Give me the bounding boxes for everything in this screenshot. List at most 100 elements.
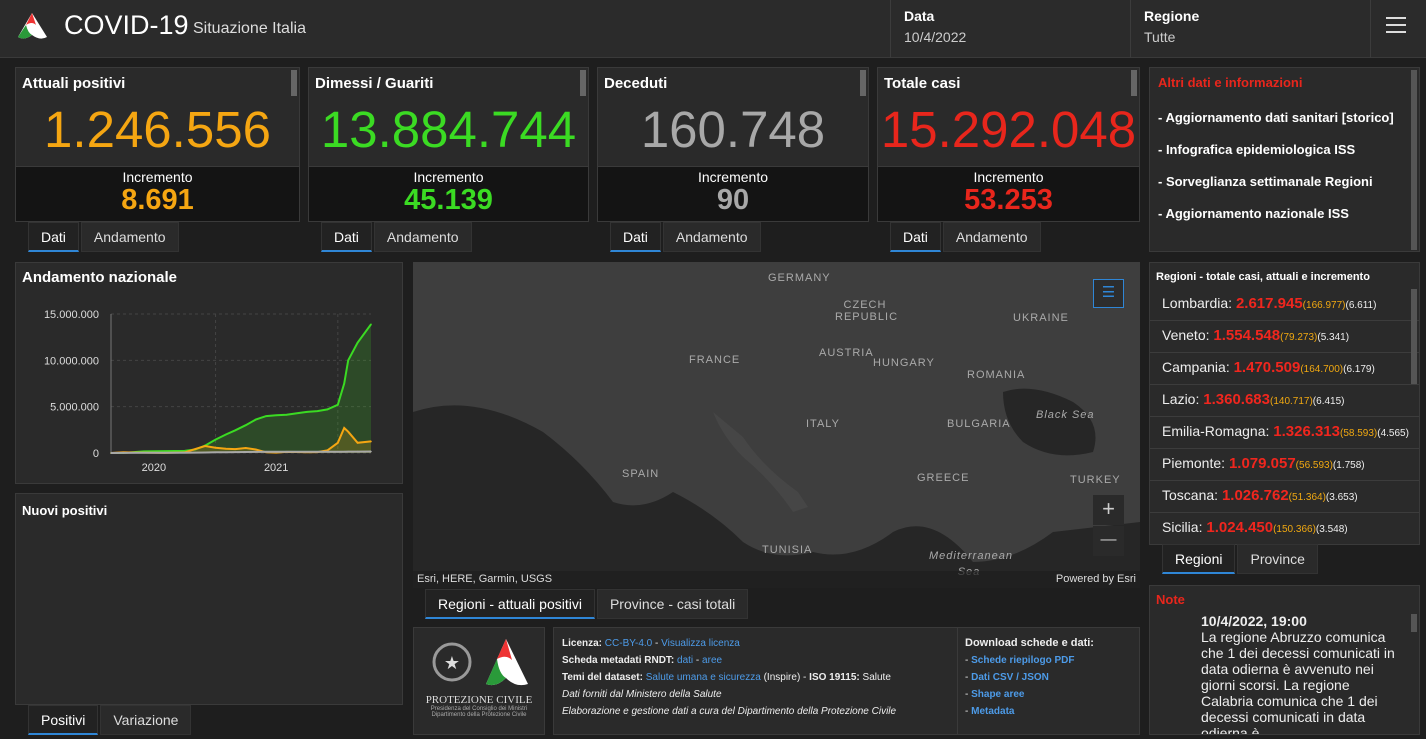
download-csv-link[interactable]: Dati CSV / JSON (971, 672, 1049, 683)
increment-value: 53.253 (964, 184, 1053, 216)
region-name: Piemonte: (1162, 455, 1226, 471)
region-row[interactable]: Lombardia: 2.617.945(166.977)(6.611) (1150, 289, 1419, 321)
map-label: BULGARIA (947, 418, 1011, 430)
tab-regioni[interactable]: Regioni (1162, 544, 1236, 574)
scrollbar[interactable] (860, 70, 866, 96)
tab-andamento[interactable]: Andamento (80, 222, 179, 252)
y-tick-label: 5.000.000 (50, 402, 99, 414)
rndt-dati-link[interactable]: dati (677, 655, 694, 666)
region-row[interactable]: Toscana: 1.026.762(51.364)(3.653) (1150, 481, 1419, 513)
emblem-and-logo-icon: ★ (432, 639, 528, 686)
region-row[interactable]: Emilia-Romagna: 1.326.313(58.593)(4.565) (1150, 417, 1419, 449)
zoom-in-button[interactable]: + (1093, 495, 1124, 525)
region-total: 1.026.762 (1221, 487, 1289, 504)
data-point (337, 404, 339, 406)
temi-link[interactable]: Salute umana e sicurezza (645, 672, 761, 683)
divider (1370, 0, 1371, 58)
map[interactable]: GERMANY CZECH REPUBLIC UKRAINE FRANCE AU… (413, 262, 1140, 588)
download-shape-link[interactable]: Shape aree (971, 689, 1025, 700)
info-link-storico[interactable]: - Aggiornamento dati sanitari [storico] (1158, 110, 1394, 125)
increment-label: Incremento (122, 169, 193, 185)
zoom-out-button[interactable]: — (1093, 526, 1124, 556)
map-label: CZECH REPUBLIC (835, 299, 899, 323)
tab-province-casi[interactable]: Province - casi totali (596, 589, 749, 619)
scrollbar[interactable] (1411, 289, 1417, 384)
region-increment: (3.653) (1325, 492, 1358, 503)
logo-sub1: Presidenza del Consiglio dei Ministri (430, 706, 528, 712)
tab-andamento[interactable]: Andamento (373, 222, 472, 252)
region-name: Emilia-Romagna: (1162, 423, 1270, 439)
header: COVID-19 Situazione Italia Data 10/4/202… (0, 0, 1426, 58)
map-label: ITALY (806, 418, 840, 430)
rndt-aree-link[interactable]: aree (702, 655, 723, 666)
x-tick-label: 2021 (264, 462, 288, 474)
scrollbar[interactable] (1131, 70, 1137, 96)
tab-variazione[interactable]: Variazione (100, 705, 192, 735)
tab-province[interactable]: Province (1237, 544, 1318, 574)
card-tabs: Dati Andamento (890, 222, 1041, 252)
region-total: 1.554.548 (1213, 327, 1281, 344)
scrollbar[interactable] (1411, 614, 1417, 632)
tab-regioni-attuali[interactable]: Regioni - attuali positivi (425, 589, 595, 619)
download-metadata-link[interactable]: Metadata (971, 706, 1015, 717)
data-point (225, 433, 227, 436)
scrollbar[interactable] (580, 70, 586, 96)
region-row[interactable]: Sicilia: 1.024.450(150.366)(3.548) (1150, 513, 1419, 544)
x-tick-label: 2020 (142, 462, 166, 474)
region-row[interactable]: Campania: 1.470.509(164.700)(6.179) (1150, 353, 1419, 385)
info-link-iss[interactable]: - Aggiornamento nazionale ISS (1158, 206, 1349, 221)
map-label: SPAIN (622, 468, 660, 480)
tab-dati[interactable]: Dati (890, 222, 941, 252)
data-point (306, 450, 308, 453)
date-selector[interactable]: Data 10/4/2022 (904, 8, 966, 45)
data-point (296, 450, 298, 453)
scrollbar[interactable] (1411, 70, 1417, 250)
increment-value: 45.139 (404, 184, 493, 216)
map-label: Black Sea (1036, 409, 1095, 421)
region-attuali: (51.364) (1288, 492, 1326, 503)
hamburger-menu-icon[interactable] (1386, 17, 1406, 35)
powered-by-esri[interactable]: Powered by Esri (1055, 573, 1136, 585)
license-link[interactable]: CC-BY-4.0 (604, 638, 653, 649)
data-point (343, 382, 345, 385)
tab-andamento[interactable]: Andamento (942, 222, 1041, 252)
region-name: Sicilia: (1162, 519, 1203, 535)
data-point (204, 445, 206, 447)
data-point (143, 451, 145, 454)
map-label: HUNGARY (873, 357, 935, 369)
app-title: COVID-19 (64, 10, 189, 40)
iso-value: Salute (862, 672, 891, 683)
scrollbar[interactable] (291, 70, 297, 96)
region-row[interactable]: Veneto: 1.554.548(79.273)(5.341) (1150, 321, 1419, 353)
protezione-civile-logo-icon (18, 13, 47, 39)
region-total: 1.470.509 (1233, 359, 1301, 376)
tab-positivi[interactable]: Positivi (28, 705, 99, 735)
info-link-infografica[interactable]: - Infografica epidemiologica ISS (1158, 142, 1356, 157)
footer-info: Licenza: CC-BY-4.0 - Visualizza licenza … (553, 627, 1140, 735)
region-row[interactable]: Lazio: 1.360.683(140.717)(6.415) (1150, 385, 1419, 417)
card-tabs: Dati Andamento (610, 222, 761, 252)
increment-label: Incremento (697, 169, 769, 185)
tab-dati[interactable]: Dati (321, 222, 372, 252)
region-increment: (6.179) (1343, 364, 1375, 375)
data-point (347, 359, 350, 362)
info-link-sorveglianza[interactable]: - Sorveglianza settimanale Regioni (1158, 174, 1373, 189)
region-label: Regione (1144, 8, 1200, 24)
map-label: GREECE (917, 472, 970, 484)
region-selector[interactable]: Regione Tutte (1144, 8, 1199, 45)
regions-title: Regioni - totale casi, attuali e increme… (1156, 271, 1370, 283)
data-point (122, 452, 125, 454)
stat-card: Dimessi / Guariti 13.884.744 Incremento … (308, 67, 589, 222)
download-pdf-link[interactable]: Schede riepilogo PDF (971, 655, 1075, 666)
tab-dati[interactable]: Dati (28, 222, 79, 252)
data-point (285, 414, 288, 416)
view-license-link[interactable]: Visualizza licenza (661, 638, 740, 649)
data-point (110, 452, 112, 454)
tab-andamento[interactable]: Andamento (662, 222, 761, 252)
legend-list-icon[interactable]: ☰ (1093, 279, 1124, 308)
card-tabs: Dati Andamento (28, 222, 179, 252)
data-point (326, 408, 329, 411)
data-point (347, 430, 350, 433)
tab-dati[interactable]: Dati (610, 222, 661, 252)
region-row[interactable]: Piemonte: 1.079.057(56.593)(1.758) (1150, 449, 1419, 481)
